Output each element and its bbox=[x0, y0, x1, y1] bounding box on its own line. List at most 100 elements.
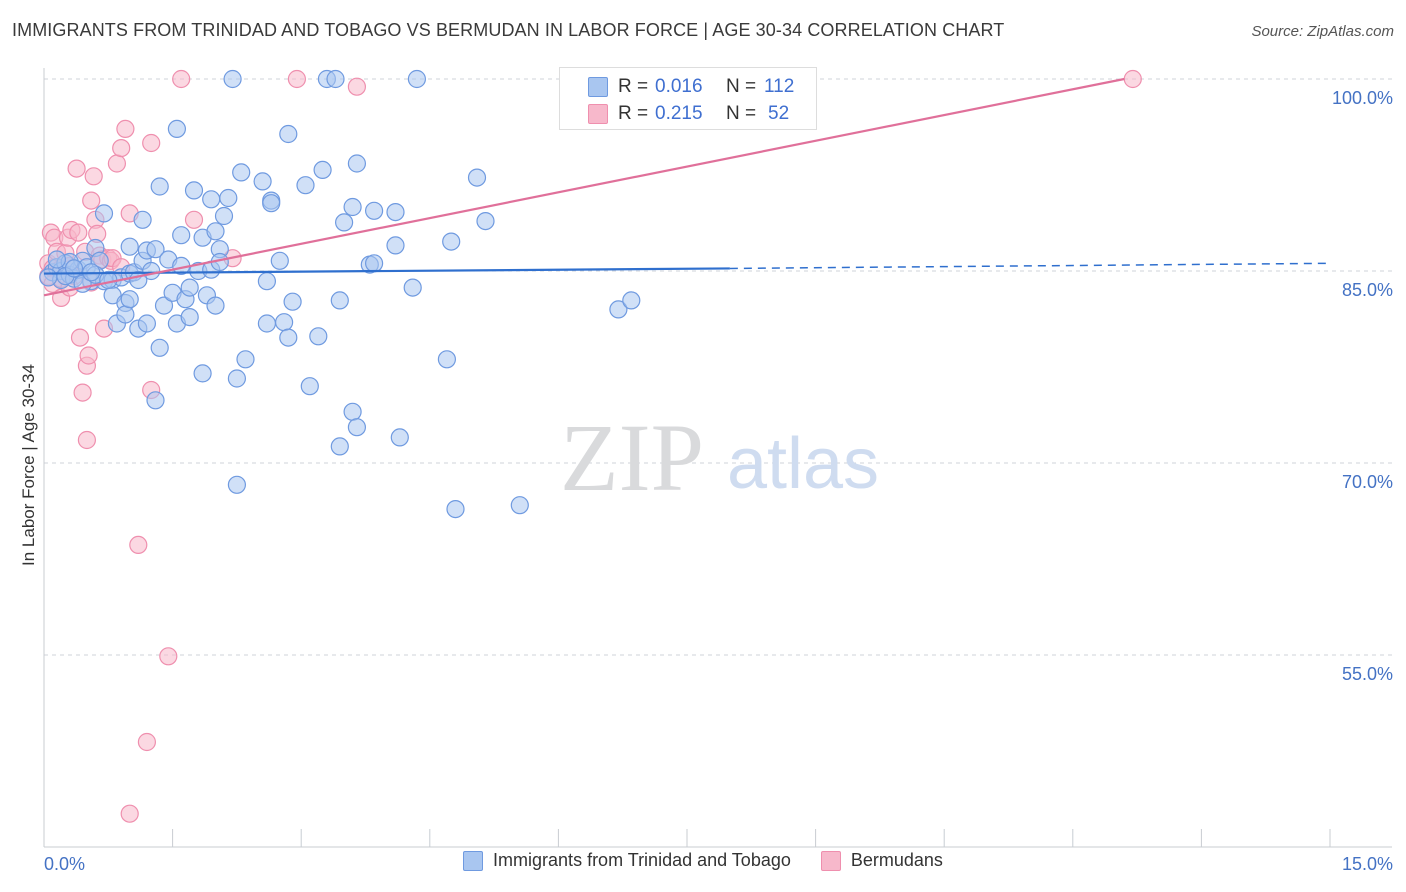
scatter-point bbox=[146, 240, 165, 259]
scatter-point bbox=[47, 250, 67, 269]
scatter-point bbox=[257, 314, 276, 333]
scatter-point bbox=[347, 77, 366, 96]
source-label: Source: ZipAtlas.com bbox=[1251, 23, 1394, 40]
scatter-point bbox=[73, 383, 92, 402]
scatter-point bbox=[112, 139, 131, 158]
scatter-point bbox=[133, 210, 152, 229]
scatter-point bbox=[116, 305, 135, 324]
y-tick-label: 70.0% bbox=[1342, 472, 1393, 492]
stats-n-value: 112 bbox=[764, 76, 795, 97]
scatter-point bbox=[609, 300, 628, 319]
legend-item-bermudans[interactable]: Bermudans bbox=[820, 850, 943, 871]
trend-line-pink bbox=[43, 77, 1125, 297]
watermark-zip: ZIP bbox=[560, 404, 704, 511]
stats-n-label: N = bbox=[726, 103, 757, 124]
scatter-point bbox=[326, 69, 345, 89]
scatter-point bbox=[365, 201, 384, 220]
stats-swatch-pink bbox=[588, 104, 608, 124]
legend-label-immigrants: Immigrants from Trinidad and Tobago bbox=[493, 850, 791, 870]
scatter-point bbox=[283, 292, 302, 311]
stats-n-value: 52 bbox=[768, 103, 790, 124]
scatter-point bbox=[120, 237, 139, 256]
scatter-point bbox=[279, 328, 298, 347]
scatter-point bbox=[120, 290, 139, 309]
stats-legend: R = 0.016 N = 112 R = 0.215 N = 52 bbox=[559, 67, 817, 130]
scatter-point bbox=[446, 500, 465, 519]
chart-title: IMMIGRANTS FROM TRINIDAD AND TOBAGO VS B… bbox=[12, 20, 1005, 40]
scatter-point bbox=[129, 535, 148, 555]
scatter-point bbox=[150, 338, 169, 357]
scatter-point bbox=[137, 314, 156, 333]
scatter-point bbox=[159, 647, 178, 666]
legend-label-bermudans: Bermudans bbox=[850, 850, 943, 870]
scatter-point bbox=[313, 160, 332, 179]
scatter-point bbox=[142, 133, 161, 153]
stats-r-value: 0.215 bbox=[655, 103, 703, 124]
scatter-point bbox=[1123, 69, 1142, 89]
scatter-point bbox=[343, 197, 362, 217]
stats-r-label: R = bbox=[618, 76, 649, 97]
scatter-point bbox=[202, 190, 221, 209]
x-tick-label: 15.0% bbox=[1342, 854, 1393, 874]
trend-line-blue-extension bbox=[729, 262, 1331, 270]
scatter-point bbox=[232, 163, 251, 182]
scatter-point bbox=[343, 402, 362, 421]
scatter-point bbox=[386, 236, 405, 255]
scatter-point bbox=[206, 222, 225, 241]
scatter-point bbox=[137, 732, 156, 752]
scatter-point bbox=[390, 428, 409, 447]
scatter-point bbox=[296, 176, 315, 195]
scatter-point bbox=[287, 69, 306, 89]
scatter-point bbox=[120, 804, 139, 823]
scatter-point bbox=[257, 272, 276, 291]
legend-item-immigrants[interactable]: Immigrants from Trinidad and Tobago bbox=[463, 850, 791, 871]
scatter-point bbox=[262, 194, 281, 213]
scatter-point bbox=[184, 210, 204, 229]
scatter-point bbox=[223, 69, 242, 89]
scatter-point bbox=[206, 296, 225, 315]
legend: Immigrants from Trinidad and Tobago Berm… bbox=[0, 850, 1406, 871]
scatter-point bbox=[335, 213, 354, 232]
scatter-point bbox=[79, 346, 98, 365]
scatter-point bbox=[180, 308, 199, 327]
scatter-point bbox=[193, 364, 212, 383]
scatter-point bbox=[172, 226, 191, 245]
scatter-point bbox=[510, 496, 529, 515]
stats-swatch-blue bbox=[588, 77, 608, 97]
scatter-point bbox=[330, 437, 349, 456]
scatter-point bbox=[236, 350, 255, 369]
scatter-point bbox=[386, 203, 405, 222]
y-axis-label: In Labor Force | Age 30-34 bbox=[19, 364, 38, 566]
y-tick-label: 85.0% bbox=[1342, 280, 1393, 300]
scatter-point bbox=[167, 119, 186, 138]
scatter-point bbox=[116, 119, 135, 138]
scatter-point bbox=[154, 296, 174, 315]
watermark: ZIP atlas bbox=[560, 404, 879, 511]
scatter-point bbox=[67, 159, 86, 178]
scatter-point bbox=[150, 177, 169, 196]
scatter-point bbox=[407, 69, 426, 89]
scatter-point bbox=[172, 69, 191, 89]
scatter-point bbox=[330, 291, 349, 310]
scatter-point bbox=[180, 278, 199, 297]
scatter-point bbox=[403, 278, 422, 297]
scatter-point bbox=[467, 168, 487, 187]
scatter-point bbox=[84, 167, 103, 186]
stats-n-label: N = bbox=[726, 76, 757, 97]
scatter-point bbox=[184, 181, 204, 200]
legend-swatch-pink bbox=[820, 850, 841, 871]
legend-swatch-blue bbox=[463, 850, 484, 871]
scatter-point bbox=[70, 328, 90, 347]
scatter-point bbox=[347, 418, 366, 437]
scatter-point bbox=[622, 291, 641, 310]
stats-r-label: R = bbox=[618, 103, 649, 124]
x-tick-label: 0.0% bbox=[44, 854, 85, 874]
y-tick-label: 55.0% bbox=[1342, 664, 1393, 684]
scatter-point bbox=[365, 254, 384, 273]
scatter-point bbox=[129, 270, 148, 290]
scatter-point bbox=[107, 154, 127, 173]
scatter-point bbox=[300, 377, 319, 396]
stats-r-value: 0.016 bbox=[655, 76, 703, 97]
scatter-point bbox=[146, 391, 165, 410]
